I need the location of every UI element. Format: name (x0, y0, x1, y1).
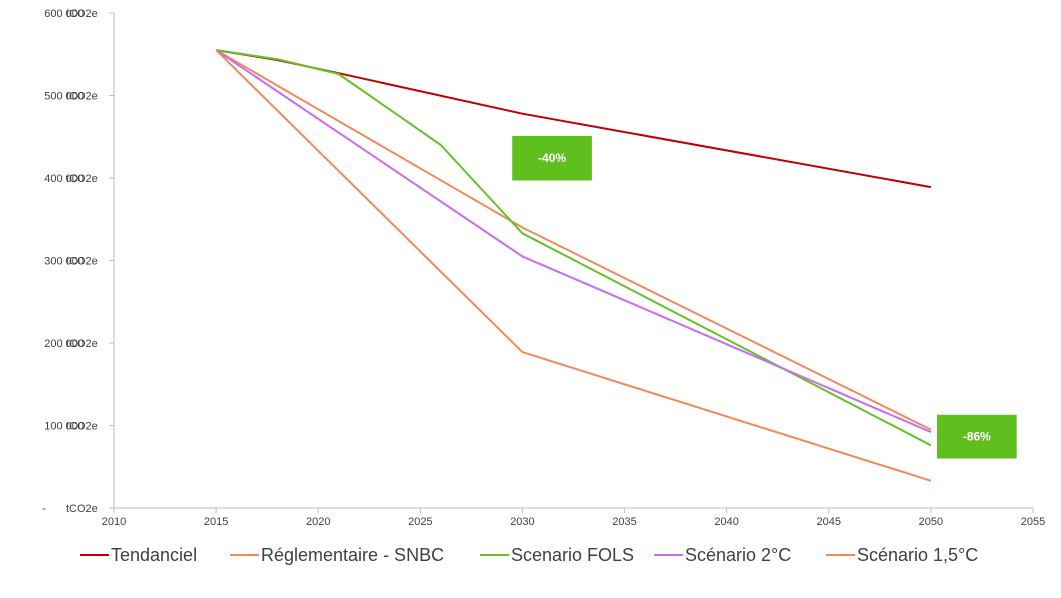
legend-label: Scenario FOLS (511, 545, 634, 565)
x-tick-label: 2050 (919, 516, 943, 528)
legend: Tendanciel Réglementaire - SNBC Scenario F… (80, 545, 978, 565)
y-tick-unit: tCO2e (66, 173, 98, 185)
annotation-box (937, 414, 1017, 459)
y-tick-unit: tCO2e (66, 91, 98, 103)
x-tick-label: 2015 (204, 516, 228, 528)
series-line-4 (215, 49, 932, 482)
annotation-label: -40% (538, 151, 566, 165)
annotation-label: -86% (963, 430, 991, 444)
annotations: -40% -86% (512, 135, 1017, 459)
x-tick-label: 2045 (817, 516, 841, 528)
y-tick-label: 500 000 (44, 91, 84, 103)
legend-label: Tendanciel (111, 545, 197, 565)
x-tick-label: 2010 (102, 516, 126, 528)
x-tick-label: 2025 (408, 516, 432, 528)
series-line-2 (215, 49, 932, 447)
legend-label: Scénario 1,5°C (857, 545, 978, 565)
legend-label: Réglementaire - SNBC (261, 545, 444, 565)
series-lines (215, 49, 932, 482)
y-tick-unit: tCO2e (66, 256, 98, 268)
y-tick-label: - (42, 503, 46, 515)
x-tick-label: 2030 (510, 516, 534, 528)
series-line-1 (215, 49, 932, 431)
series-line-3 (215, 49, 932, 434)
annotation-box (512, 135, 592, 181)
y-tick-unit: tCO2e (66, 338, 98, 350)
x-tick-label: 2055 (1021, 516, 1045, 528)
y-tick-label: 200 000 (44, 338, 84, 350)
y-tick-label: 300 000 (44, 256, 84, 268)
y-tick-unit: tCO2e (66, 421, 98, 433)
y-tick-label: 400 000 (44, 173, 84, 185)
y-tick-unit: tCO2e (66, 503, 98, 515)
x-tick-label: 2020 (306, 516, 330, 528)
y-tick-unit: tCO2e (66, 8, 98, 20)
y-tick-label: 600 000 (44, 8, 84, 20)
x-tick-label: 2035 (612, 516, 636, 528)
y-tick-label: 100 000 (44, 421, 84, 433)
legend-label: Scénario 2°C (685, 545, 791, 565)
x-tick-label: 2040 (714, 516, 738, 528)
